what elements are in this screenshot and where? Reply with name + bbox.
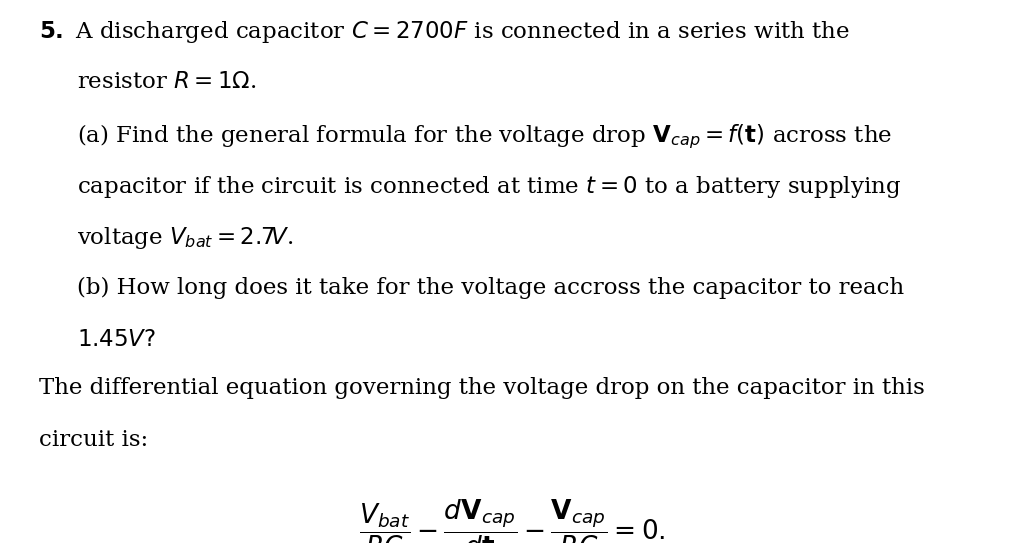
Text: $1.45V?$: $1.45V?$ bbox=[77, 329, 156, 351]
Text: (a) Find the general formula for the voltage drop $\mathbf{V}_{\mathit{cap}} = f: (a) Find the general formula for the vol… bbox=[77, 122, 892, 150]
Text: (b) How long does it take for the voltage accross the capacitor to reach: (b) How long does it take for the voltag… bbox=[77, 277, 904, 299]
Text: The differential equation governing the voltage drop on the capacitor in this: The differential equation governing the … bbox=[39, 377, 925, 400]
Text: voltage $V_{bat} = 2.7V$.: voltage $V_{bat} = 2.7V$. bbox=[77, 225, 294, 251]
Text: $\mathbf{5.}$ A discharged capacitor $C = 2700F$ is connected in a series with t: $\mathbf{5.}$ A discharged capacitor $C … bbox=[39, 19, 850, 45]
Text: capacitor if the circuit is connected at time $t = 0$ to a battery supplying: capacitor if the circuit is connected at… bbox=[77, 174, 901, 200]
Text: $\dfrac{V_{bat}}{RC} - \dfrac{d\mathbf{V}_{\mathit{cap}}}{d\mathbf{t}} - \dfrac{: $\dfrac{V_{bat}}{RC} - \dfrac{d\mathbf{V… bbox=[358, 497, 666, 543]
Text: circuit is:: circuit is: bbox=[39, 429, 148, 451]
Text: resistor $R = 1\Omega$.: resistor $R = 1\Omega$. bbox=[77, 71, 256, 93]
